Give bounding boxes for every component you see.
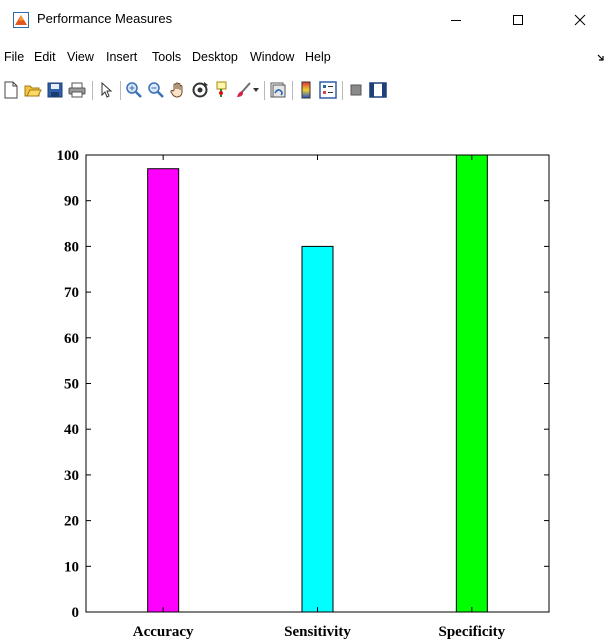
- y-tick-label: 0: [72, 605, 80, 621]
- brush-dropdown-button[interactable]: [252, 80, 260, 100]
- y-tick-label: 100: [57, 148, 80, 164]
- toolbar: [0, 76, 608, 104]
- pan-button[interactable]: [168, 80, 188, 100]
- tick-group: [86, 154, 549, 613]
- legend-icon: [319, 81, 337, 99]
- brush-dropdown-icon: [253, 88, 259, 92]
- x-tick-label: Sensitivity: [284, 624, 351, 640]
- y-tick-label: 90: [64, 194, 79, 210]
- insert-legend-button[interactable]: [318, 80, 338, 100]
- y-tick-label: 30: [64, 468, 79, 484]
- y-tick-label: 40: [64, 422, 79, 438]
- hide-plot-tools-icon: [350, 84, 362, 96]
- x-tick-label: Specificity: [439, 624, 506, 640]
- bar-specificity: [455, 154, 488, 613]
- toolbar-separator: [342, 81, 343, 100]
- save-button[interactable]: [45, 80, 65, 100]
- y-tick-label: 50: [64, 377, 79, 393]
- insert-colorbar-button[interactable]: [296, 80, 316, 100]
- minimize-icon: [451, 20, 461, 21]
- y-tick-label: 10: [64, 559, 79, 575]
- data-cursor-button[interactable]: [212, 80, 232, 100]
- x-tick-labels: Accuracy Sensitivity Specificity: [133, 624, 506, 640]
- menu-insert[interactable]: Insert: [106, 50, 138, 64]
- x-tick-label: Accuracy: [133, 624, 194, 640]
- menu-view[interactable]: View: [67, 50, 94, 64]
- edit-plot-button[interactable]: [96, 80, 116, 100]
- toolbar-separator: [264, 81, 265, 100]
- show-plot-tools-button[interactable]: [368, 80, 388, 100]
- bar-group: [147, 154, 488, 613]
- toolbar-separator: [292, 81, 293, 100]
- brush-button[interactable]: [234, 80, 254, 100]
- pointer-icon: [101, 82, 113, 98]
- zoom-out-button[interactable]: [146, 80, 166, 100]
- data-cursor-icon: [216, 81, 227, 97]
- print-icon: [68, 82, 86, 98]
- zoom-in-button[interactable]: [124, 80, 144, 100]
- print-button[interactable]: [67, 80, 87, 100]
- toolbar-separator: [120, 81, 121, 100]
- menu-file[interactable]: File: [4, 50, 25, 64]
- y-tick-labels: 0 10 20 30 40 50 60 70 80 90 100: [57, 148, 80, 621]
- menu-desktop[interactable]: Desktop: [192, 50, 238, 64]
- show-plot-tools-icon: [369, 82, 387, 98]
- close-button[interactable]: [558, 6, 602, 34]
- maximize-icon: [513, 15, 523, 25]
- y-tick-label: 80: [64, 239, 79, 255]
- open-file-icon: [24, 85, 42, 97]
- menu-bar: File Edit View Insert Tools Desktop Wind…: [0, 46, 608, 68]
- pan-icon: [170, 82, 183, 98]
- y-tick-label: 70: [64, 285, 79, 301]
- bar-chart: 0 10 20 30 40 50 60 70 80 90 100 Accuracy Sensitivi…: [57, 148, 550, 640]
- toolbar-separator: [92, 81, 93, 100]
- hide-plot-tools-button[interactable]: [346, 80, 366, 100]
- zoom-out-icon: [148, 82, 164, 98]
- menu-tools[interactable]: Tools: [152, 50, 182, 64]
- new-figure-button[interactable]: [1, 80, 21, 100]
- bar-accuracy: [147, 168, 180, 613]
- menu-dock-arrow-icon[interactable]: [597, 54, 604, 61]
- minimize-button[interactable]: [434, 6, 478, 34]
- link-plot-icon: [270, 82, 286, 98]
- menu-edit[interactable]: Edit: [34, 50, 56, 64]
- y-tick-label: 60: [64, 331, 79, 347]
- window-title: Performance Measures: [37, 11, 173, 26]
- zoom-in-icon: [126, 82, 142, 98]
- colorbar-icon: [301, 81, 311, 99]
- new-figure-icon: [4, 81, 18, 99]
- brush-icon: [237, 82, 251, 97]
- rotate-3d-button[interactable]: [190, 80, 210, 100]
- matlab-figure-icon: [13, 12, 29, 28]
- bar-sensitivity: [301, 245, 334, 613]
- open-file-button[interactable]: [23, 80, 43, 100]
- y-tick-label: 20: [64, 514, 79, 530]
- menu-window[interactable]: Window: [250, 50, 295, 64]
- maximize-button[interactable]: [496, 6, 540, 34]
- rotate-3d-icon: [192, 82, 208, 98]
- link-plot-button[interactable]: [268, 80, 288, 100]
- title-bar: Performance Measures: [0, 0, 608, 38]
- menu-help[interactable]: Help: [305, 50, 331, 64]
- save-icon: [47, 82, 63, 98]
- close-icon: [574, 14, 586, 26]
